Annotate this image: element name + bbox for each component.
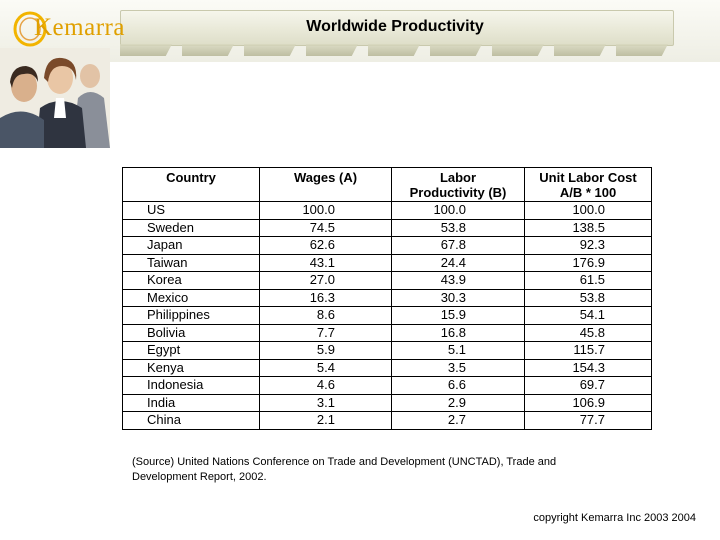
cell-productivity: 3.5: [391, 359, 525, 377]
table-header-row: Country Wages (A) Labor Productivity (B) …: [122, 167, 652, 202]
cell-productivity: 53.8: [391, 219, 525, 237]
cell-ulc: 138.5: [524, 219, 652, 237]
productivity-table: Country Wages (A) Labor Productivity (B) …: [122, 167, 652, 430]
cell-productivity: 43.9: [391, 271, 525, 290]
cell-wages: 43.1: [259, 254, 392, 272]
logo: Kemarra: [10, 8, 128, 48]
cell-wages: 74.5: [259, 219, 392, 237]
cell-country: US: [122, 201, 260, 220]
header-wages: Wages (A): [259, 167, 392, 202]
table-row: Mexico 16.3 30.3 53.8: [122, 289, 652, 307]
people-illustration-icon: [0, 48, 110, 148]
cell-country: Japan: [122, 236, 260, 255]
cell-ulc: 106.9: [524, 394, 652, 412]
cell-productivity: 100.0: [391, 201, 525, 220]
cell-productivity: 6.6: [391, 376, 525, 395]
cell-country: Indonesia: [122, 376, 260, 395]
cell-ulc: 61.5: [524, 271, 652, 290]
table-body: US 100.0 100.0 100.0 Sweden 74.5 53.8 138.5 Japa…: [122, 201, 652, 430]
table-row: US 100.0 100.0 100.0: [122, 201, 652, 220]
cell-productivity: 5.1: [391, 341, 525, 360]
cell-country: Korea: [122, 271, 260, 290]
cell-country: Sweden: [122, 219, 260, 237]
cell-country: Philippines: [122, 306, 260, 325]
cell-productivity: 24.4: [391, 254, 525, 272]
table-row: Philippines 8.6 15.9 54.1: [122, 306, 652, 325]
cell-wages: 16.3: [259, 289, 392, 307]
header-unit-labor-cost: Unit Labor Cost A/B * 100: [524, 167, 652, 202]
people-photo: [0, 48, 110, 148]
cell-ulc: 154.3: [524, 359, 652, 377]
cell-country: Mexico: [122, 289, 260, 307]
cell-productivity: 2.9: [391, 394, 525, 412]
cell-productivity: 30.3: [391, 289, 525, 307]
copyright: copyright Kemarra Inc 2003 2004: [533, 512, 696, 524]
cell-productivity: 2.7: [391, 411, 525, 430]
cell-ulc: 54.1: [524, 306, 652, 325]
table-row: Taiwan 43.1 24.4 176.9: [122, 254, 652, 272]
cell-country: Egypt: [122, 341, 260, 360]
source-note: (Source) United Nations Conference on Tr…: [132, 456, 557, 483]
header-country: Country: [122, 167, 260, 202]
cell-productivity: 67.8: [391, 236, 525, 255]
cell-wages: 5.9: [259, 341, 392, 360]
table-row: Indonesia 4.6 6.6 69.7: [122, 376, 652, 395]
cell-ulc: 53.8: [524, 289, 652, 307]
cell-wages: 27.0: [259, 271, 392, 290]
header-bar: [120, 10, 674, 46]
cell-ulc: 176.9: [524, 254, 652, 272]
header-productivity: Labor Productivity (B): [391, 167, 525, 202]
kemarra-logo-icon: [13, 11, 47, 47]
table-row: Sweden 74.5 53.8 138.5: [122, 219, 652, 237]
cell-productivity: 15.9: [391, 306, 525, 325]
cell-ulc: 92.3: [524, 236, 652, 255]
cell-wages: 100.0: [259, 201, 392, 220]
cell-country: Taiwan: [122, 254, 260, 272]
table-row: Kenya 5.4 3.5 154.3: [122, 359, 652, 377]
cell-ulc: 100.0: [524, 201, 652, 220]
table-row: China 2.1 2.7 77.7: [122, 411, 652, 430]
cell-country: China: [122, 411, 260, 430]
header-tabs: [120, 44, 680, 58]
table-row: Egypt 5.9 5.1 115.7: [122, 341, 652, 360]
cell-ulc: 115.7: [524, 341, 652, 360]
header-banner: Worldwide Productivity: [0, 0, 720, 62]
table-row: Korea 27.0 43.9 61.5: [122, 271, 652, 290]
table-row: Bolivia 7.7 16.8 45.8: [122, 324, 652, 342]
cell-wages: 8.6: [259, 306, 392, 325]
logo-text: Kemarra: [34, 14, 125, 41]
cell-wages: 4.6: [259, 376, 392, 395]
cell-ulc: 45.8: [524, 324, 652, 342]
table-row: Japan 62.6 67.8 92.3: [122, 236, 652, 255]
cell-country: Bolivia: [122, 324, 260, 342]
cell-wages: 3.1: [259, 394, 392, 412]
cell-ulc: 77.7: [524, 411, 652, 430]
cell-wages: 62.6: [259, 236, 392, 255]
cell-ulc: 69.7: [524, 376, 652, 395]
cell-wages: 7.7: [259, 324, 392, 342]
page-title: Worldwide Productivity: [306, 18, 484, 35]
cell-country: Kenya: [122, 359, 260, 377]
cell-productivity: 16.8: [391, 324, 525, 342]
table-row: India 3.1 2.9 106.9: [122, 394, 652, 412]
cell-wages: 2.1: [259, 411, 392, 430]
cell-country: India: [122, 394, 260, 412]
cell-wages: 5.4: [259, 359, 392, 377]
